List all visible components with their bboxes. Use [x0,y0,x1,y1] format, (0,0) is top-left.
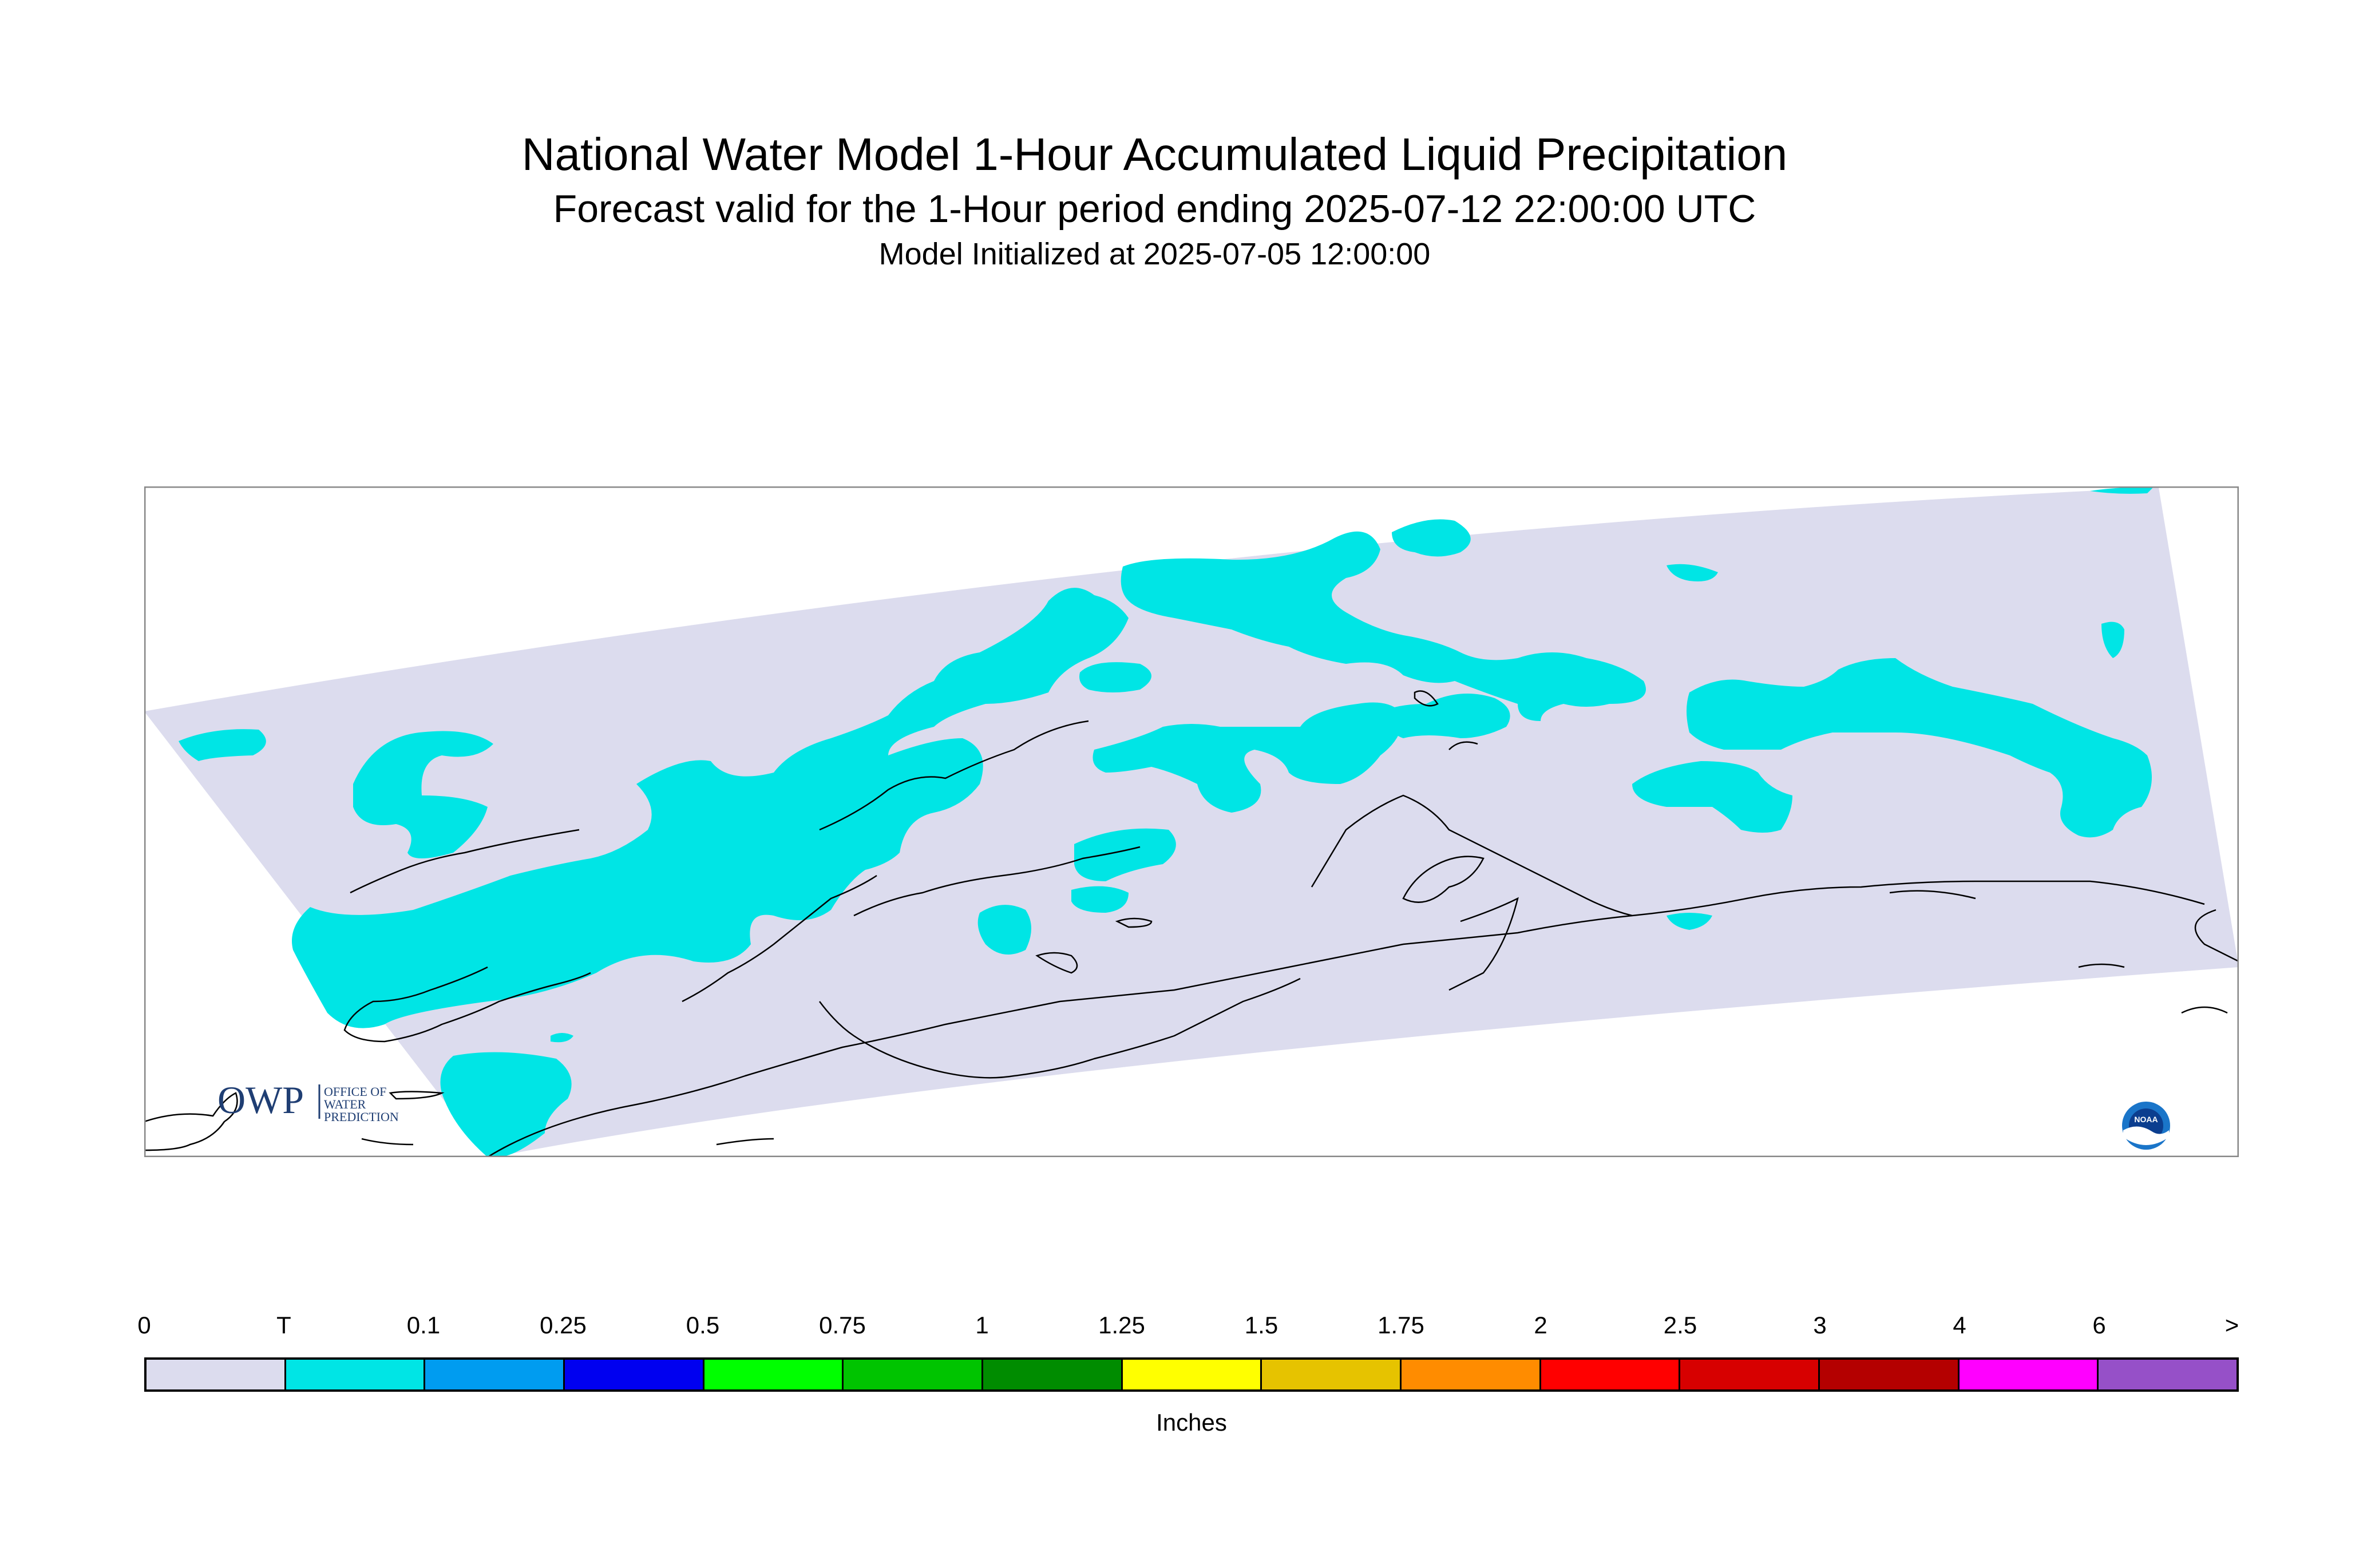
legend-tick-label: 0.25 [540,1312,587,1339]
chart-subtitle: Forecast valid for the 1-Hour period end… [553,187,1756,231]
precip-blob [353,731,493,858]
precip-blob [551,1033,573,1043]
legend-tick-label: 1.5 [1244,1312,1278,1339]
legend-swatch-5 [844,1360,984,1389]
legend-swatch-2 [425,1360,565,1389]
coastline [1889,890,1976,900]
precip-map: OWP OFFICE OF WATER PREDICTION NOAA [144,486,2239,1157]
owp-logo-mark: OWP [217,1078,304,1122]
precip-blob [2101,621,2124,658]
legend-colorbar [144,1357,2239,1392]
noaa-logo-label: NOAA [2134,1115,2158,1124]
precip-blob [1079,662,1151,692]
legend-swatch-10 [1541,1360,1681,1389]
precip-blob [1687,658,2152,838]
coastline [819,720,1089,831]
coastlines [144,690,2239,1157]
coastline [389,1091,445,1100]
legend-tick-label: 1.25 [1098,1312,1145,1339]
owp-logo-line1: OFFICE OF [324,1084,386,1099]
legend-swatch-9 [1402,1360,1541,1389]
coastline [819,977,1301,1079]
legend-swatch-6 [983,1360,1123,1389]
legend-swatch-12 [1820,1360,1960,1389]
noaa-logo-wave [2123,1126,2169,1145]
precip-blob [1667,913,1712,930]
legend-tick-label: T [276,1312,291,1339]
legend-tick-label: 3 [1813,1312,1827,1339]
legend-swatch-1 [286,1360,426,1389]
legend-tick-label: 1.75 [1378,1312,1424,1339]
noaa-logo: NOAA [2122,1102,2170,1150]
coastline [361,1138,414,1146]
precip-blob [292,588,1129,1028]
precip-areas [179,487,2153,1157]
coastline [2194,909,2239,963]
legend-tick-labels: 0 T 0.1 0.25 0.5 0.75 1 1.25 1.5 1.75 2 2.5 3 4 6 > [0,1310,2375,1351]
map-frame [144,486,2239,1157]
legend-swatch-11 [1680,1360,1820,1389]
coastline [1414,690,1439,707]
legend-tick-label: 1 [975,1312,989,1339]
coastline [853,846,1141,917]
title-block: National Water Model 1-Hour Accumulated … [0,0,2375,298]
legend-tick-label: 0.75 [819,1312,866,1339]
coastline [144,1092,238,1151]
coastline [682,874,877,1003]
legend-tick-label: 2.5 [1663,1312,1697,1339]
legend-swatch-7 [1122,1360,1262,1389]
coastline [1311,794,1633,917]
precip-blob [1667,564,1718,581]
precip-blob [1074,828,1176,881]
legend-tick-label: 0.1 [406,1312,441,1339]
precip-blob [977,905,1031,955]
chart-title: National Water Model 1-Hour Accumulated … [521,129,1788,180]
coastline [350,829,580,894]
precip-blob [1092,702,1403,813]
legend-tick-label: 0.5 [686,1312,720,1339]
legend-swatch-8 [1262,1360,1402,1389]
legend-tick-label: 0 [137,1312,151,1339]
legend-tick-label: > [2224,1312,2239,1339]
legend-swatch-3 [565,1360,704,1389]
legend-swatch-4 [704,1360,844,1389]
precip-blob [1386,694,1510,738]
coastline [2181,1006,2228,1014]
owp-logo-line3: PREDICTION [324,1110,399,1124]
legend-swatch-13 [1959,1360,2099,1389]
precip-blob [1121,531,1646,721]
legend-swatch-14 [2099,1360,2237,1389]
precip-blob [1071,886,1129,913]
coastline [1448,897,1519,991]
legend-tick-label: 2 [1534,1312,1547,1339]
precip-blob [1632,761,1792,833]
legend-units: Inches [1156,1409,1227,1436]
legend-swatch-0 [147,1360,286,1389]
legend-tick-label: 4 [1953,1312,1966,1339]
coastline [1448,741,1478,750]
model-domain [144,488,2239,1157]
precip-blob [440,1052,572,1157]
owp-logo-line2: WATER [324,1097,366,1111]
coastline [487,880,2205,1157]
model-init-line: Model Initialized at 2025-07-05 12:00:00 [878,237,1431,271]
legend-tick-label: 6 [2092,1312,2106,1339]
precip-blob [179,729,266,761]
coastline [716,1138,774,1146]
coastline [1402,856,1485,903]
coastline [343,966,591,1043]
precip-blob [2090,487,2153,494]
coastline [1115,917,1153,928]
precip-blob [1392,519,1471,557]
coastline [1035,952,1078,974]
coastline [2078,963,2125,968]
owp-logo: OWP OFFICE OF WATER PREDICTION [217,1078,399,1124]
